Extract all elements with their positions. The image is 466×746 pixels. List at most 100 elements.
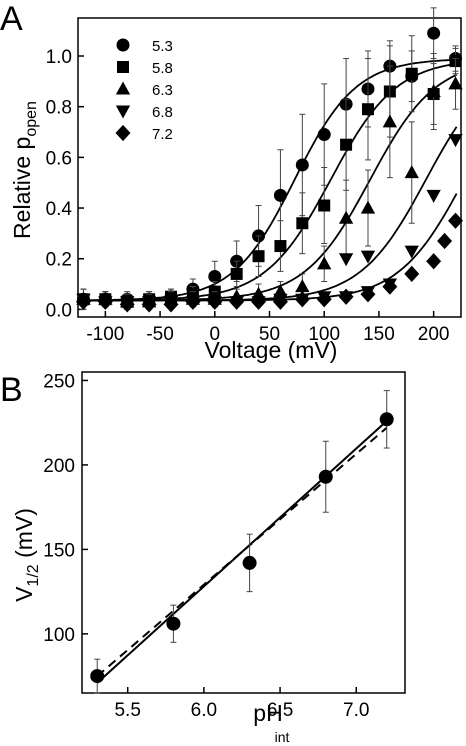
point-7.2 [75, 293, 91, 310]
panel-a-ytick-label: 0.0 [46, 300, 72, 321]
panel-b-ytick-label: 150 [43, 540, 75, 561]
legend-label-7.2: 7.2 [152, 126, 173, 143]
panel-a-ytick-label: 0.4 [46, 199, 73, 220]
panel-a-ylabel-sub: open [23, 101, 40, 137]
point-5.8 [405, 67, 418, 80]
legend-label-5.3: 5.3 [152, 38, 173, 55]
point-7.2 [207, 293, 223, 310]
panel-a-xtick-label: 0 [209, 324, 220, 345]
point-5.3 [208, 269, 222, 283]
panel-a-xtick-label: 50 [259, 324, 280, 345]
legend-label-6.3: 6.3 [152, 82, 173, 99]
point-6.8 [360, 250, 376, 264]
point-6.3 [404, 165, 419, 179]
panel-a-ytick-label: 1.0 [46, 47, 72, 68]
point-6.3 [317, 256, 332, 270]
fit-curve-7.2 [80, 193, 458, 302]
point-5.3 [273, 188, 287, 202]
point-7.2 [294, 291, 310, 308]
fit-curve-5.8 [80, 62, 457, 302]
legend-marker-5.3 [116, 38, 130, 52]
panel-a-ytick-label: 0.8 [46, 98, 72, 119]
point-7.2 [426, 253, 442, 270]
panel-a-ytick-label: 0.6 [46, 148, 72, 169]
panel-b-ytick-label: 250 [43, 371, 75, 392]
point-7.2 [404, 265, 420, 283]
point-6.8 [338, 253, 354, 267]
panel-b-label: B [0, 371, 23, 409]
point-7.2 [437, 232, 453, 250]
panel-b-xtick-label: 6.5 [267, 700, 293, 721]
point-6.3 [426, 84, 441, 98]
panel-b-ylabel-main: V [11, 586, 37, 602]
point-7.2 [163, 296, 179, 313]
panel-a-xtick-label: 100 [308, 324, 340, 345]
fit-curve-5.3 [80, 58, 457, 302]
panel-a-xtick-label: 200 [418, 324, 450, 345]
panel-b-xtick-label: 5.5 [114, 700, 140, 721]
point-5.8 [230, 267, 243, 280]
point-6.8 [404, 245, 419, 259]
point-7.2 [338, 288, 354, 305]
point-7.2 [251, 293, 267, 310]
fit-curve-6.3 [80, 73, 457, 302]
point-7.2 [141, 296, 157, 313]
point-7.2 [382, 278, 398, 295]
point-vhalf [242, 555, 257, 570]
fit-curve-6.8 [80, 126, 458, 302]
point-5.8 [340, 138, 353, 151]
point-7.2 [119, 296, 135, 313]
legend-marker-6.8 [115, 105, 131, 119]
point-vhalf [90, 669, 105, 684]
point-7.2 [316, 291, 332, 308]
point-6.3 [448, 76, 463, 90]
point-5.8 [274, 240, 287, 253]
point-7.2 [97, 293, 113, 310]
point-6.8 [426, 189, 441, 203]
panel-b-xlabel-main: pH [253, 700, 282, 726]
legend-label-6.8: 6.8 [152, 104, 173, 121]
point-vhalf [166, 616, 181, 631]
panel-a-xlabel: Voltage (mV) [205, 337, 338, 363]
panel-b-xlabel-sub: int [275, 729, 290, 745]
point-7.2 [448, 212, 464, 229]
panel-b-xtick-label: 7.0 [343, 700, 369, 721]
point-vhalf [379, 412, 394, 427]
panel-b-ylabel-tail: (mV) [11, 508, 37, 564]
legend-marker-7.2 [115, 124, 131, 142]
point-6.3 [338, 210, 354, 224]
point-6.3 [382, 114, 398, 128]
panel-b-frame [81, 371, 406, 694]
point-5.3 [427, 26, 441, 40]
legend-marker-5.8 [117, 61, 129, 73]
point-6.8 [448, 134, 463, 148]
point-7.2 [360, 286, 376, 303]
point-7.2 [229, 293, 245, 310]
fit-line-solid [96, 420, 388, 684]
point-5.8 [361, 103, 374, 116]
fit-line-dashed [96, 426, 388, 677]
point-6.3 [295, 279, 310, 293]
point-7.2 [272, 293, 288, 310]
panel-b-ytick-label: 100 [43, 625, 75, 646]
point-5.8 [252, 250, 265, 263]
panel-a-frame [77, 17, 462, 318]
point-5.3 [295, 158, 309, 172]
point-5.8 [296, 217, 309, 230]
panel-a-plot: -100 -50 0 50 100 150 200 0.0 0.2 0.4 0.6 0.8 1.0 5.3… [46, 7, 464, 345]
panel-b-ylabel: V1/2 (mV) [11, 508, 42, 602]
legend-label-5.8: 5.8 [152, 60, 173, 77]
point-7.2 [185, 293, 201, 310]
panel-a-ylabel-main: Relative p [9, 137, 35, 239]
panel-a-ylabel: Relative popen [9, 101, 40, 239]
panel-b-xlabel: pH [253, 700, 282, 726]
panel-a-ytick-label: 0.2 [46, 250, 72, 271]
point-vhalf [318, 469, 333, 484]
panel-b-xtick-label: 6.0 [191, 700, 217, 721]
legend-marker-6.3 [115, 81, 131, 95]
panel-b-plot: 5.5 6.0 6.5 7.0 100 150 200 250 [43, 371, 406, 721]
panel-a-xtick-label: -50 [146, 324, 173, 345]
point-5.8 [318, 199, 331, 212]
panel-b-ylabel-sub: 1/2 [25, 564, 42, 586]
